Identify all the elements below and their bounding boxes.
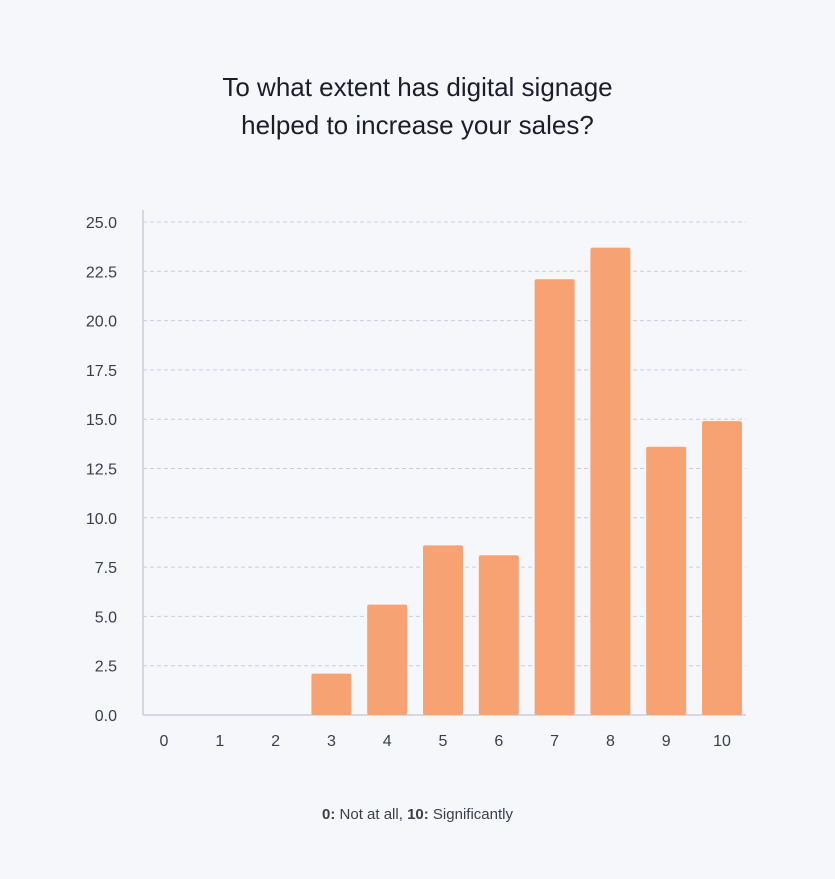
y-tick-label: 10.0 xyxy=(86,511,117,528)
bar xyxy=(590,247,631,716)
x-tick-label: 0 xyxy=(160,733,169,750)
scale-footnote: 0: Not at all, 10: Significantly xyxy=(0,806,835,823)
bar xyxy=(702,421,742,715)
footnote-low-key: 0: xyxy=(322,806,336,823)
x-tick-label: 1 xyxy=(215,733,224,750)
bar xyxy=(534,279,575,715)
y-tick-label: 5.0 xyxy=(95,609,117,626)
bar xyxy=(311,673,352,715)
bar xyxy=(367,604,408,715)
y-tick-label: 2.5 xyxy=(95,659,117,676)
y-tick-label: 0.0 xyxy=(95,708,117,725)
x-tick-label: 2 xyxy=(271,733,280,750)
x-tick-label: 4 xyxy=(383,733,392,750)
chart-title-line-1: To what extent has digital signage xyxy=(222,72,613,102)
footnote-low-text: Not at all, xyxy=(335,806,408,823)
y-tick-label: 22.5 xyxy=(86,264,117,281)
chart-title-line-2: helped to increase your sales? xyxy=(241,110,594,140)
y-tick-label: 15.0 xyxy=(86,412,117,429)
y-tick-label: 12.5 xyxy=(86,462,117,479)
footnote-high-key: 10: xyxy=(407,806,429,823)
x-tick-label: 10 xyxy=(713,733,731,750)
chart-title: To what extent has digital signage helpe… xyxy=(0,68,835,144)
y-tick-label: 7.5 xyxy=(95,560,117,577)
bar xyxy=(478,555,519,715)
bar xyxy=(646,446,687,715)
x-tick-label: 8 xyxy=(606,733,615,750)
x-tick-label: 7 xyxy=(550,733,559,750)
x-tick-label: 5 xyxy=(439,733,448,750)
x-tick-label: 3 xyxy=(327,733,336,750)
y-tick-label: 25.0 xyxy=(86,215,117,232)
y-tick-label: 20.0 xyxy=(86,314,117,331)
footnote-high-text: Significantly xyxy=(428,806,513,823)
bar xyxy=(423,545,463,715)
x-tick-label: 9 xyxy=(662,733,671,750)
y-tick-label: 17.5 xyxy=(86,363,117,380)
x-tick-label: 6 xyxy=(494,733,503,750)
